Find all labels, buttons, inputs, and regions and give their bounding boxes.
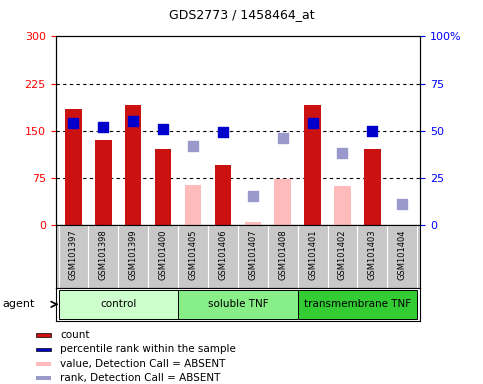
Text: control: control <box>100 299 137 310</box>
Text: GSM101399: GSM101399 <box>129 230 138 280</box>
Text: GDS2773 / 1458464_at: GDS2773 / 1458464_at <box>169 8 314 21</box>
Text: percentile rank within the sample: percentile rank within the sample <box>60 344 236 354</box>
Text: GSM101403: GSM101403 <box>368 230 377 280</box>
Point <box>369 127 376 134</box>
Point <box>249 194 256 200</box>
Bar <box>274 179 291 225</box>
Bar <box>334 186 351 225</box>
Point <box>70 120 77 126</box>
Text: agent: agent <box>2 299 35 310</box>
Bar <box>155 149 171 225</box>
Point <box>159 126 167 132</box>
Bar <box>298 290 417 319</box>
Bar <box>178 290 298 319</box>
Bar <box>58 290 178 319</box>
Text: GSM101398: GSM101398 <box>99 230 108 280</box>
Bar <box>36 362 51 366</box>
Bar <box>215 165 231 225</box>
Bar <box>95 140 112 225</box>
Bar <box>36 376 51 380</box>
Bar <box>364 149 381 225</box>
Text: GSM101408: GSM101408 <box>278 230 287 280</box>
Text: GSM101400: GSM101400 <box>158 230 168 280</box>
Text: GSM101397: GSM101397 <box>69 230 78 280</box>
Text: GSM101402: GSM101402 <box>338 230 347 280</box>
Bar <box>185 185 201 225</box>
Text: GSM101405: GSM101405 <box>188 230 198 280</box>
Point <box>99 124 107 131</box>
Bar <box>244 222 261 225</box>
Point <box>339 149 346 156</box>
Point <box>189 142 197 149</box>
Bar <box>304 106 321 225</box>
Text: GSM101401: GSM101401 <box>308 230 317 280</box>
Text: GSM101406: GSM101406 <box>218 230 227 280</box>
Point <box>279 135 286 141</box>
Text: count: count <box>60 330 90 340</box>
Point <box>309 120 316 126</box>
Text: GSM101404: GSM101404 <box>398 230 407 280</box>
Text: rank, Detection Call = ABSENT: rank, Detection Call = ABSENT <box>60 373 221 383</box>
Text: transmembrane TNF: transmembrane TNF <box>304 299 411 310</box>
Bar <box>36 348 51 351</box>
Text: value, Detection Call = ABSENT: value, Detection Call = ABSENT <box>60 359 226 369</box>
Point <box>219 129 227 136</box>
Bar <box>36 333 51 337</box>
Bar <box>65 109 82 225</box>
Point <box>129 118 137 124</box>
Text: soluble TNF: soluble TNF <box>208 299 268 310</box>
Bar <box>125 106 142 225</box>
Text: GSM101407: GSM101407 <box>248 230 257 280</box>
Point <box>398 201 406 207</box>
